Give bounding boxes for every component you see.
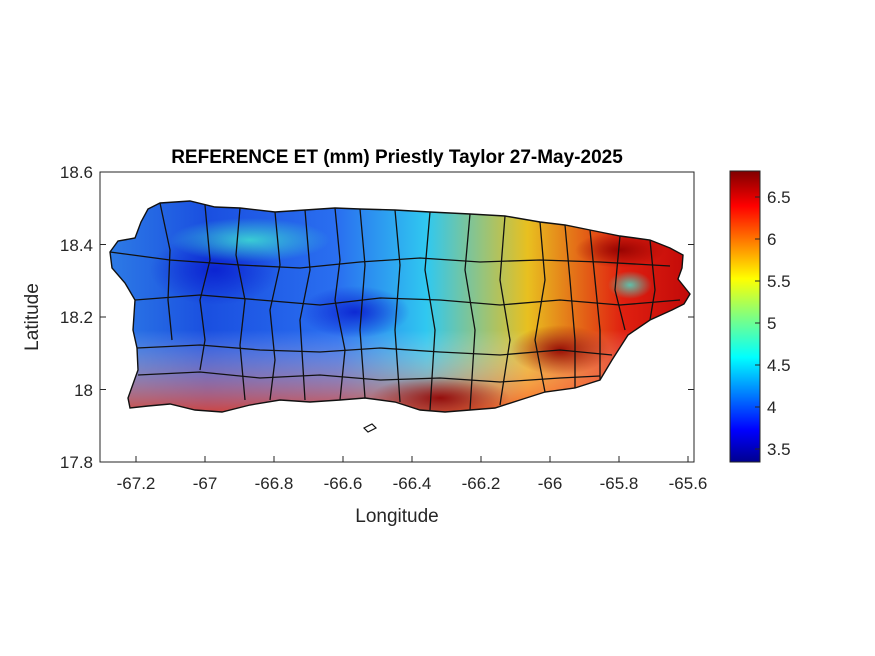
x-tick-label: -65.8	[600, 474, 639, 493]
x-tick-label: -65.6	[669, 474, 708, 493]
colorbar-tick-label: 5	[767, 314, 776, 333]
y-axis: 18.6 18.4 18.2 18 17.8	[60, 163, 694, 472]
colorbar-tick-label: 6.5	[767, 188, 791, 207]
y-tick-label: 18.2	[60, 308, 93, 327]
y-tick-label: 18.6	[60, 163, 93, 182]
colorbar-tick-label: 4	[767, 398, 776, 417]
y-axis-label: Latitude	[22, 283, 43, 351]
x-tick-label: -66.2	[462, 474, 501, 493]
colorbar: 3.5 4 4.5 5 5.5 6 6.5	[729, 170, 791, 463]
et-map	[110, 201, 690, 412]
island-caja-de-muerto	[362, 423, 378, 433]
colorbar-tick-label: 6	[767, 230, 776, 249]
x-axis-label: Longitude	[355, 506, 438, 527]
x-tick-label: -66.8	[255, 474, 294, 493]
colorbar-tick-label: 5.5	[767, 272, 791, 291]
y-tick-label: 18	[74, 381, 93, 400]
x-tick-label: -66.6	[324, 474, 363, 493]
x-axis: -67.2 -67 -66.8 -66.6 -66.4 -66.2 -66 -6…	[117, 456, 708, 493]
x-tick-label: -66	[538, 474, 563, 493]
y-tick-label: 18.4	[60, 236, 93, 255]
x-tick-label: -67.2	[117, 474, 156, 493]
colorbar-scale	[729, 170, 761, 463]
x-tick-label: -66.4	[393, 474, 432, 493]
chart-title: REFERENCE ET (mm) Priestly Taylor 27-May…	[171, 147, 623, 168]
colorbar-tick-label: 4.5	[767, 356, 791, 375]
x-tick-label: -67	[193, 474, 218, 493]
colorbar-tick-label: 3.5	[767, 440, 791, 459]
y-tick-label: 17.8	[60, 453, 93, 472]
